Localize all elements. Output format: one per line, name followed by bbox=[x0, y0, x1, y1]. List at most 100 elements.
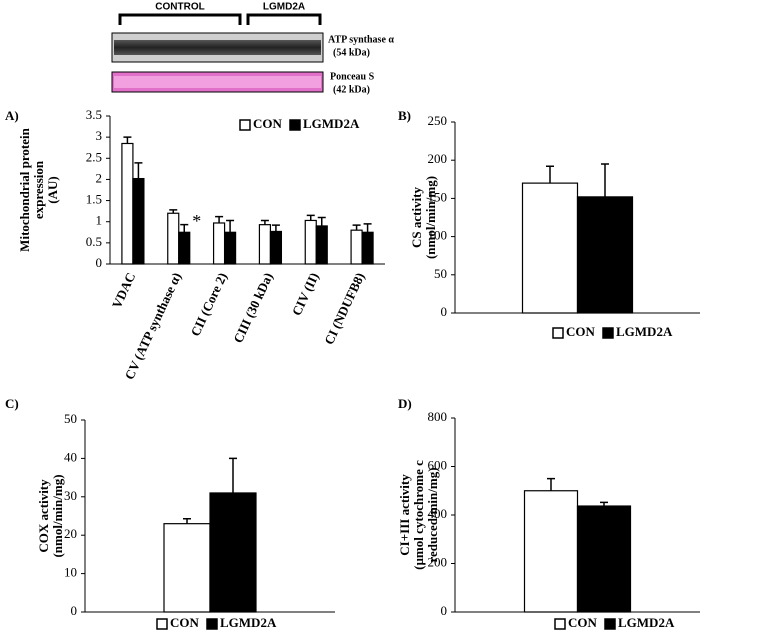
group-bracket bbox=[118, 13, 322, 25]
bar bbox=[350, 229, 363, 265]
y-axis-label: (µmol cytochrome c bbox=[411, 460, 426, 570]
x-tick-label: CIII (30 kDa) bbox=[230, 270, 276, 345]
band-label: (42 kDa) bbox=[333, 84, 370, 95]
chart-panel: A) Mitochondrial protein expression (AU) 0 0.… bbox=[5, 107, 385, 382]
y-axis-label: (nmol/min/mg) bbox=[50, 474, 65, 557]
legend-label: LGMD2A bbox=[303, 116, 360, 131]
y-tick-label: 20 bbox=[64, 526, 77, 541]
error-bar bbox=[226, 219, 235, 233]
legend-swatch bbox=[604, 618, 616, 630]
y-tick-label: 200 bbox=[428, 554, 448, 569]
y-axis-label: Mitochondrial protein bbox=[17, 127, 32, 251]
y-tick-label: 3 bbox=[96, 128, 103, 143]
band-label: ATP synthase α bbox=[328, 34, 394, 45]
y-axis-label: (AU) bbox=[45, 176, 60, 203]
y-tick-label: 0 bbox=[441, 603, 448, 618]
bar bbox=[167, 212, 180, 265]
error-bar bbox=[317, 216, 326, 226]
error-bar bbox=[169, 209, 178, 214]
ponceau-band-signal bbox=[114, 76, 321, 88]
group-label: LGMD2A bbox=[263, 2, 305, 13]
y-axis-label: expression bbox=[31, 160, 46, 219]
panel-label: B) bbox=[398, 108, 411, 123]
band-label: Ponceau S bbox=[330, 71, 375, 82]
y-tick-label: 0 bbox=[441, 304, 448, 319]
error-bar bbox=[546, 165, 554, 184]
y-tick-label: 100 bbox=[428, 228, 448, 243]
y-tick-label: 30 bbox=[64, 488, 77, 503]
panel-label: A) bbox=[5, 108, 19, 123]
bar bbox=[315, 225, 328, 265]
legend-label: CON bbox=[253, 116, 283, 131]
error-bar bbox=[123, 136, 132, 144]
bar bbox=[212, 222, 226, 265]
legend-label: LGMD2A bbox=[220, 615, 277, 630]
bar bbox=[521, 182, 579, 314]
y-tick-label: 800 bbox=[428, 409, 448, 424]
y-tick-label: 250 bbox=[428, 113, 448, 128]
error-bar bbox=[180, 223, 189, 233]
y-tick-label: 0 bbox=[71, 603, 78, 618]
y-tick-label: 3.5 bbox=[86, 107, 102, 122]
legend-swatch bbox=[602, 327, 614, 339]
y-tick-label: 50 bbox=[434, 266, 447, 281]
bar bbox=[223, 231, 237, 265]
legend-label: CON bbox=[566, 324, 596, 339]
error-bar bbox=[215, 215, 224, 223]
bar bbox=[209, 492, 257, 613]
band-label: (54 kDa) bbox=[333, 47, 370, 58]
legend-swatch bbox=[239, 119, 251, 131]
error-bar bbox=[229, 457, 237, 493]
x-tick-label: CIV (II) bbox=[289, 270, 322, 318]
error-bar bbox=[134, 162, 143, 179]
bar bbox=[269, 230, 283, 265]
bar bbox=[304, 219, 317, 265]
y-axis-label: CI+III activity bbox=[397, 474, 412, 556]
bar bbox=[178, 231, 191, 265]
legend-swatch bbox=[552, 327, 564, 339]
chart-panel: D) CI+III activity (µmol cytochrome c reduc… bbox=[397, 396, 700, 630]
error-bar bbox=[352, 224, 361, 231]
significance-annotation: * bbox=[192, 211, 201, 231]
y-tick-label: 0 bbox=[96, 255, 103, 270]
error-bar bbox=[260, 219, 269, 225]
y-axis-label: reduced/min/mg) bbox=[425, 467, 440, 562]
y-axis-label: COX activity bbox=[36, 479, 51, 553]
y-tick-label: 0.5 bbox=[86, 234, 102, 249]
panel-label: C) bbox=[5, 396, 19, 411]
error-bar bbox=[363, 223, 372, 233]
y-tick-label: 2 bbox=[96, 170, 103, 185]
y-axis-label: (nmol/min/mg) bbox=[423, 176, 438, 259]
bar bbox=[121, 142, 134, 265]
legend-swatch bbox=[289, 119, 301, 131]
y-tick-label: 200 bbox=[428, 151, 448, 166]
x-tick-label: CII (Core 2) bbox=[188, 270, 230, 338]
y-tick-label: 2.5 bbox=[86, 149, 102, 164]
error-bar bbox=[183, 517, 191, 524]
x-tick-label: VDAC bbox=[109, 270, 138, 310]
y-tick-label: 1 bbox=[96, 213, 103, 228]
y-tick-label: 600 bbox=[428, 457, 448, 472]
bar bbox=[576, 196, 634, 314]
western-blot: CONTROL LGMD2A ATP synthase α (54 kDa) P… bbox=[111, 2, 394, 95]
y-tick-label: 40 bbox=[64, 449, 77, 464]
legend-label: LGMD2A bbox=[616, 324, 673, 339]
error-bar bbox=[547, 477, 555, 491]
panel-label: D) bbox=[398, 396, 412, 411]
legend-label: LGMD2A bbox=[618, 615, 675, 630]
bar bbox=[361, 231, 374, 265]
y-axis-label: CS activity bbox=[409, 186, 424, 248]
bar bbox=[576, 505, 632, 613]
x-tick-label: CI (NDUFB8) bbox=[321, 270, 367, 347]
group-label: CONTROL bbox=[155, 2, 204, 13]
chart-panel: C) COX activity (nmol/min/mg) 0 10 20 30 40 50 CO… bbox=[5, 396, 335, 630]
bar bbox=[163, 523, 211, 613]
error-bar bbox=[600, 501, 608, 507]
legend-swatch bbox=[156, 618, 168, 630]
y-tick-label: 400 bbox=[428, 506, 448, 521]
legend-label: CON bbox=[568, 615, 598, 630]
legend-label: CON bbox=[170, 615, 200, 630]
bar bbox=[523, 490, 579, 613]
bar bbox=[132, 177, 145, 265]
